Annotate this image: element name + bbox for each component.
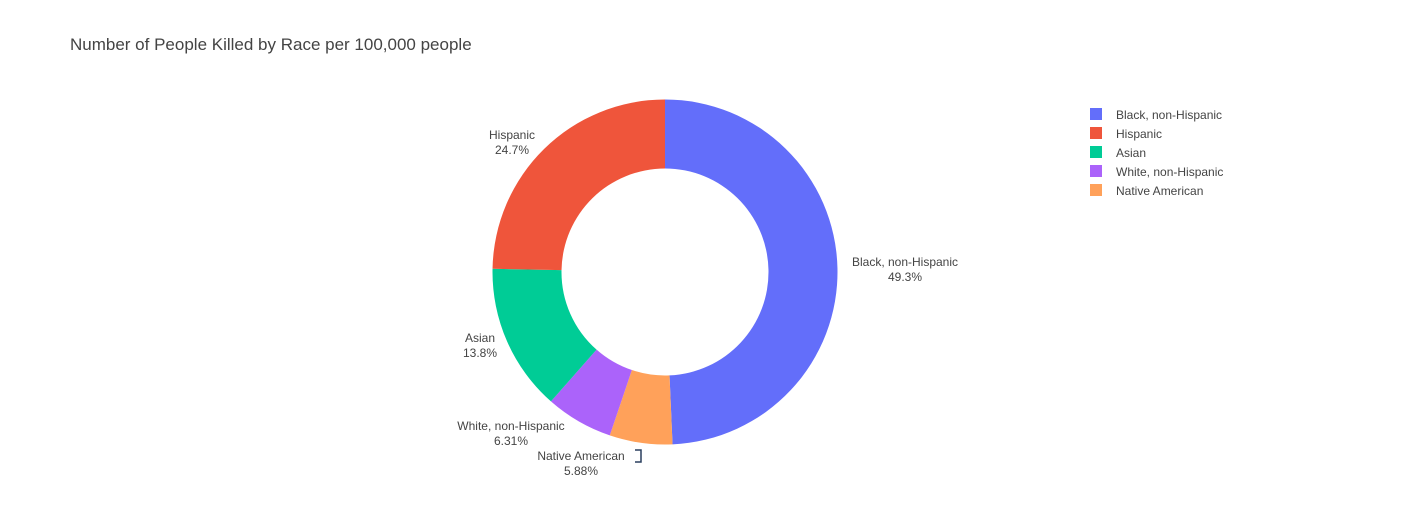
legend-item-white-non-hispanic[interactable]: White, non-Hispanic bbox=[1090, 165, 1223, 179]
legend-label: White, non-Hispanic bbox=[1116, 165, 1223, 179]
slice-label-name: Hispanic bbox=[489, 128, 535, 142]
slice-label-black-non-hispanic: Black, non-Hispanic 49.3% bbox=[852, 255, 958, 284]
legend-item-native-american[interactable]: Native American bbox=[1090, 184, 1203, 198]
slice-label-percent: 24.7% bbox=[495, 143, 529, 157]
slice-labels: Black, non-Hispanic 49.3% Native American 5… bbox=[457, 128, 958, 478]
legend-label: Native American bbox=[1116, 184, 1203, 198]
slice-label-percent: 6.31% bbox=[494, 434, 528, 448]
legend-swatch bbox=[1090, 184, 1102, 196]
legend-swatch bbox=[1090, 108, 1102, 120]
slice-asian[interactable] bbox=[492, 268, 597, 402]
slice-label-percent: 13.8% bbox=[463, 346, 497, 360]
slice-label-hispanic: Hispanic 24.7% bbox=[489, 128, 535, 157]
slice-label-name: Black, non-Hispanic bbox=[852, 255, 958, 269]
legend-item-asian[interactable]: Asian bbox=[1090, 146, 1146, 160]
legend-label: Asian bbox=[1116, 146, 1146, 160]
slice-label-name: White, non-Hispanic bbox=[457, 419, 564, 433]
slice-white-non-hispanic[interactable] bbox=[550, 349, 632, 436]
slice-label-asian: Asian 13.8% bbox=[463, 331, 497, 360]
legend-label: Black, non-Hispanic bbox=[1116, 108, 1222, 122]
legend: Black, non-Hispanic Hispanic Asian White, n… bbox=[1090, 108, 1223, 198]
slice-black-non-hispanic[interactable] bbox=[665, 99, 838, 445]
legend-label: Hispanic bbox=[1116, 127, 1162, 141]
slice-label-name: Asian bbox=[465, 331, 495, 345]
slice-label-name: Native American bbox=[537, 449, 624, 463]
legend-item-black-non-hispanic[interactable]: Black, non-Hispanic bbox=[1090, 108, 1222, 122]
legend-item-hispanic[interactable]: Hispanic bbox=[1090, 127, 1162, 141]
slice-label-percent: 5.88% bbox=[564, 464, 598, 478]
legend-swatch bbox=[1090, 146, 1102, 158]
slice-native-american[interactable] bbox=[609, 370, 673, 445]
leader-line-native-american bbox=[635, 449, 642, 463]
donut-slices bbox=[492, 99, 838, 445]
slice-label-percent: 49.3% bbox=[888, 270, 922, 284]
chart-title: Number of People Killed by Race per 100,… bbox=[70, 35, 472, 54]
legend-swatch bbox=[1090, 127, 1102, 139]
slice-label-native-american: Native American 5.88% bbox=[537, 449, 624, 478]
slice-hispanic[interactable] bbox=[492, 99, 665, 271]
legend-swatch bbox=[1090, 165, 1102, 177]
slice-label-white-non-hispanic: White, non-Hispanic 6.31% bbox=[457, 419, 564, 448]
